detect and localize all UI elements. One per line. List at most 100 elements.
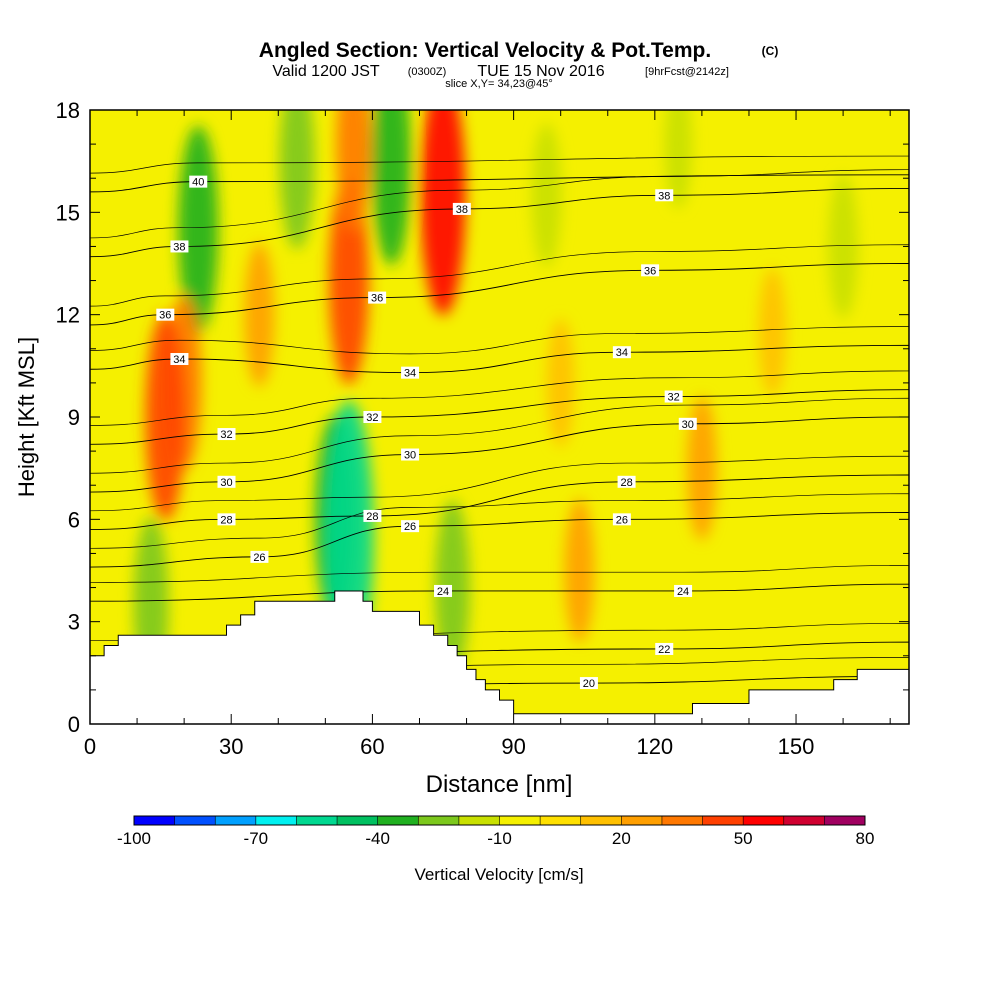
theta-contour-minor [90, 565, 909, 583]
colorbar-swatch [499, 816, 541, 825]
title-forecast: [9hrFcst@2142z] [645, 66, 729, 78]
velocity-cell [758, 267, 787, 396]
contour-label: 26 [401, 520, 420, 533]
contour-label-text: 26 [616, 514, 628, 526]
contour-label: 36 [156, 308, 175, 322]
velocity-cell [244, 242, 275, 387]
colorbar-label: Vertical Velocity [cm/s] [414, 865, 583, 884]
colorbar-swatch [783, 816, 825, 825]
contour-label-text: 32 [668, 392, 680, 404]
contour-label-text: 32 [220, 429, 232, 441]
contour-label: 32 [217, 428, 236, 441]
contour-label: 26 [250, 550, 269, 564]
colorbar-swatch [458, 816, 500, 825]
contour-label: 30 [217, 475, 236, 489]
contour-label: 36 [641, 264, 660, 277]
y-tick-label: 18 [56, 98, 80, 123]
chart-title: Angled Section: Vertical Velocity & Pot.… [259, 39, 779, 90]
colorbar-tick-label: 20 [612, 829, 631, 848]
contour-label: 30 [678, 417, 697, 431]
velocity-cell [178, 125, 219, 334]
contour-label-text: 38 [658, 190, 670, 202]
velocity-cell [546, 318, 575, 447]
contour-label-text: 36 [644, 265, 656, 277]
contour-label-text: 30 [404, 450, 416, 462]
contour-label-text: 34 [173, 354, 185, 366]
field-background [90, 110, 909, 724]
title-valid-date: TUE 15 Nov 2016 [477, 63, 604, 80]
colorbar-swatch [743, 816, 785, 825]
contour-label-text: 34 [616, 347, 628, 359]
colorbar-swatch [174, 816, 216, 825]
velocity-cell [686, 396, 717, 541]
contour-labels: 20 22 24 24 26 26 26 28 28 28 30 30 30 32 32 32 34 34 34 36… [156, 175, 697, 690]
velocity-cell [371, 110, 412, 266]
theta-contour-28 [90, 474, 909, 531]
potential-temperature-contours [90, 155, 909, 694]
contour-label-text: 26 [404, 521, 416, 533]
y-tick-label: 9 [68, 405, 80, 430]
contour-label: 22 [655, 642, 674, 656]
velocity-cell [434, 499, 470, 676]
contour-label: 40 [189, 175, 208, 189]
colorbar-swatch [621, 816, 663, 825]
contour-label: 26 [612, 513, 631, 526]
contour-label: 34 [612, 346, 631, 359]
colorbar-swatch [661, 816, 704, 825]
x-axis-label: Distance [nm] [426, 771, 573, 798]
colorbar-tick-label: -100 [117, 829, 151, 848]
colorbar-swatch [540, 816, 582, 825]
y-axis-label: Height [Kft MSL] [14, 337, 39, 497]
contour-label-text: 28 [220, 514, 232, 526]
contour-label-text: 38 [173, 241, 185, 253]
y-tick-label: 6 [68, 507, 80, 532]
contour-label: 28 [617, 475, 636, 489]
colorbar-swatch [580, 816, 622, 825]
x-tick-label: 90 [501, 734, 525, 759]
colorbar-swatch [702, 816, 744, 825]
colorbar-tick-label: 50 [734, 829, 753, 848]
colorbar-swatch [824, 816, 866, 825]
contour-label-text: 28 [620, 477, 632, 489]
contour-label-text: 24 [677, 586, 689, 598]
y-tick-label: 12 [56, 303, 80, 328]
velocity-cell [336, 110, 372, 233]
theta-contour-minor [90, 370, 909, 426]
contour-label-text: 20 [583, 678, 595, 690]
x-tick-label: 150 [778, 734, 815, 759]
velocity-cell [279, 110, 315, 250]
contour-label-text: 30 [682, 419, 694, 431]
contour-label: 32 [664, 390, 683, 404]
contour-label-text: 36 [371, 293, 383, 305]
velocity-cell [828, 174, 859, 319]
colorbar-swatch [215, 816, 257, 825]
theta-contour-minor [90, 244, 909, 307]
contour-label: 32 [363, 411, 382, 424]
colorbar-swatch [134, 816, 176, 825]
contour-label-text: 38 [456, 204, 468, 216]
theta-contour-minor [90, 169, 909, 239]
theta-contour-24 [90, 583, 909, 602]
velocity-cell [664, 110, 693, 209]
contour-label: 28 [363, 509, 382, 523]
y-tick-label: 3 [68, 610, 80, 635]
x-tick-label: 60 [360, 734, 384, 759]
colorbar-tick-label: -10 [487, 829, 512, 848]
velocity-cell [564, 498, 595, 643]
colorbar-swatch [418, 816, 460, 825]
colorbar-swatch [255, 816, 297, 825]
colorbar-swatch [337, 816, 379, 825]
contour-label-text: 36 [159, 310, 171, 322]
contour-label: 20 [579, 677, 598, 690]
theta-contour-minor [90, 326, 909, 355]
plot-area: 20 22 24 24 26 26 26 28 28 28 30 30 30 32 32 32 34 34 34 36… [90, 110, 909, 724]
contour-label-text: 22 [658, 644, 670, 656]
contour-label: 36 [368, 291, 387, 305]
colorbar-tick-label: -40 [365, 829, 390, 848]
title-unit: (C) [762, 44, 779, 58]
title-main: Angled Section: Vertical Velocity & Pot.… [259, 39, 711, 62]
x-axis: 0 30 60 90 120 150 [84, 110, 891, 759]
theta-contour-minor [90, 455, 909, 512]
